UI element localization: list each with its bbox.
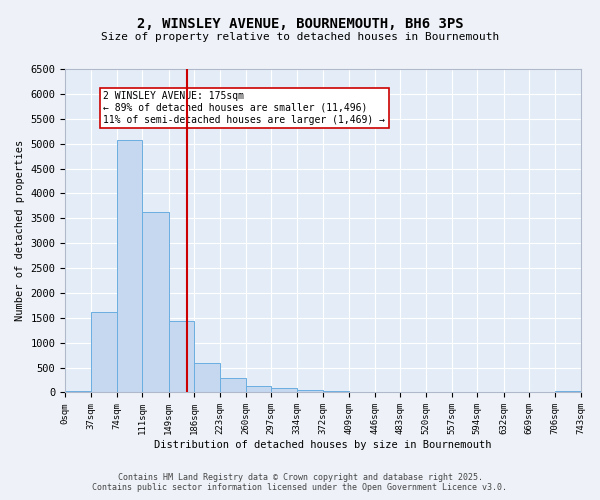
Bar [91, 312, 116, 392]
Text: 2 WINSLEY AVENUE: 175sqm
← 89% of detached houses are smaller (11,496)
11% of se: 2 WINSLEY AVENUE: 175sqm ← 89% of detach… [103, 92, 385, 124]
Bar [65, 391, 91, 392]
Bar [271, 388, 297, 392]
Y-axis label: Number of detached properties: Number of detached properties [15, 140, 25, 322]
Bar [169, 322, 194, 392]
Bar [194, 362, 220, 392]
Bar [245, 386, 271, 392]
Bar [220, 378, 245, 392]
Bar [297, 390, 323, 392]
Text: Size of property relative to detached houses in Bournemouth: Size of property relative to detached ho… [101, 32, 499, 42]
Text: Contains HM Land Registry data © Crown copyright and database right 2025.
Contai: Contains HM Land Registry data © Crown c… [92, 473, 508, 492]
Bar [555, 391, 581, 392]
X-axis label: Distribution of detached houses by size in Bournemouth: Distribution of detached houses by size … [154, 440, 491, 450]
Bar [116, 140, 142, 392]
Text: 2, WINSLEY AVENUE, BOURNEMOUTH, BH6 3PS: 2, WINSLEY AVENUE, BOURNEMOUTH, BH6 3PS [137, 18, 463, 32]
Bar [142, 212, 169, 392]
